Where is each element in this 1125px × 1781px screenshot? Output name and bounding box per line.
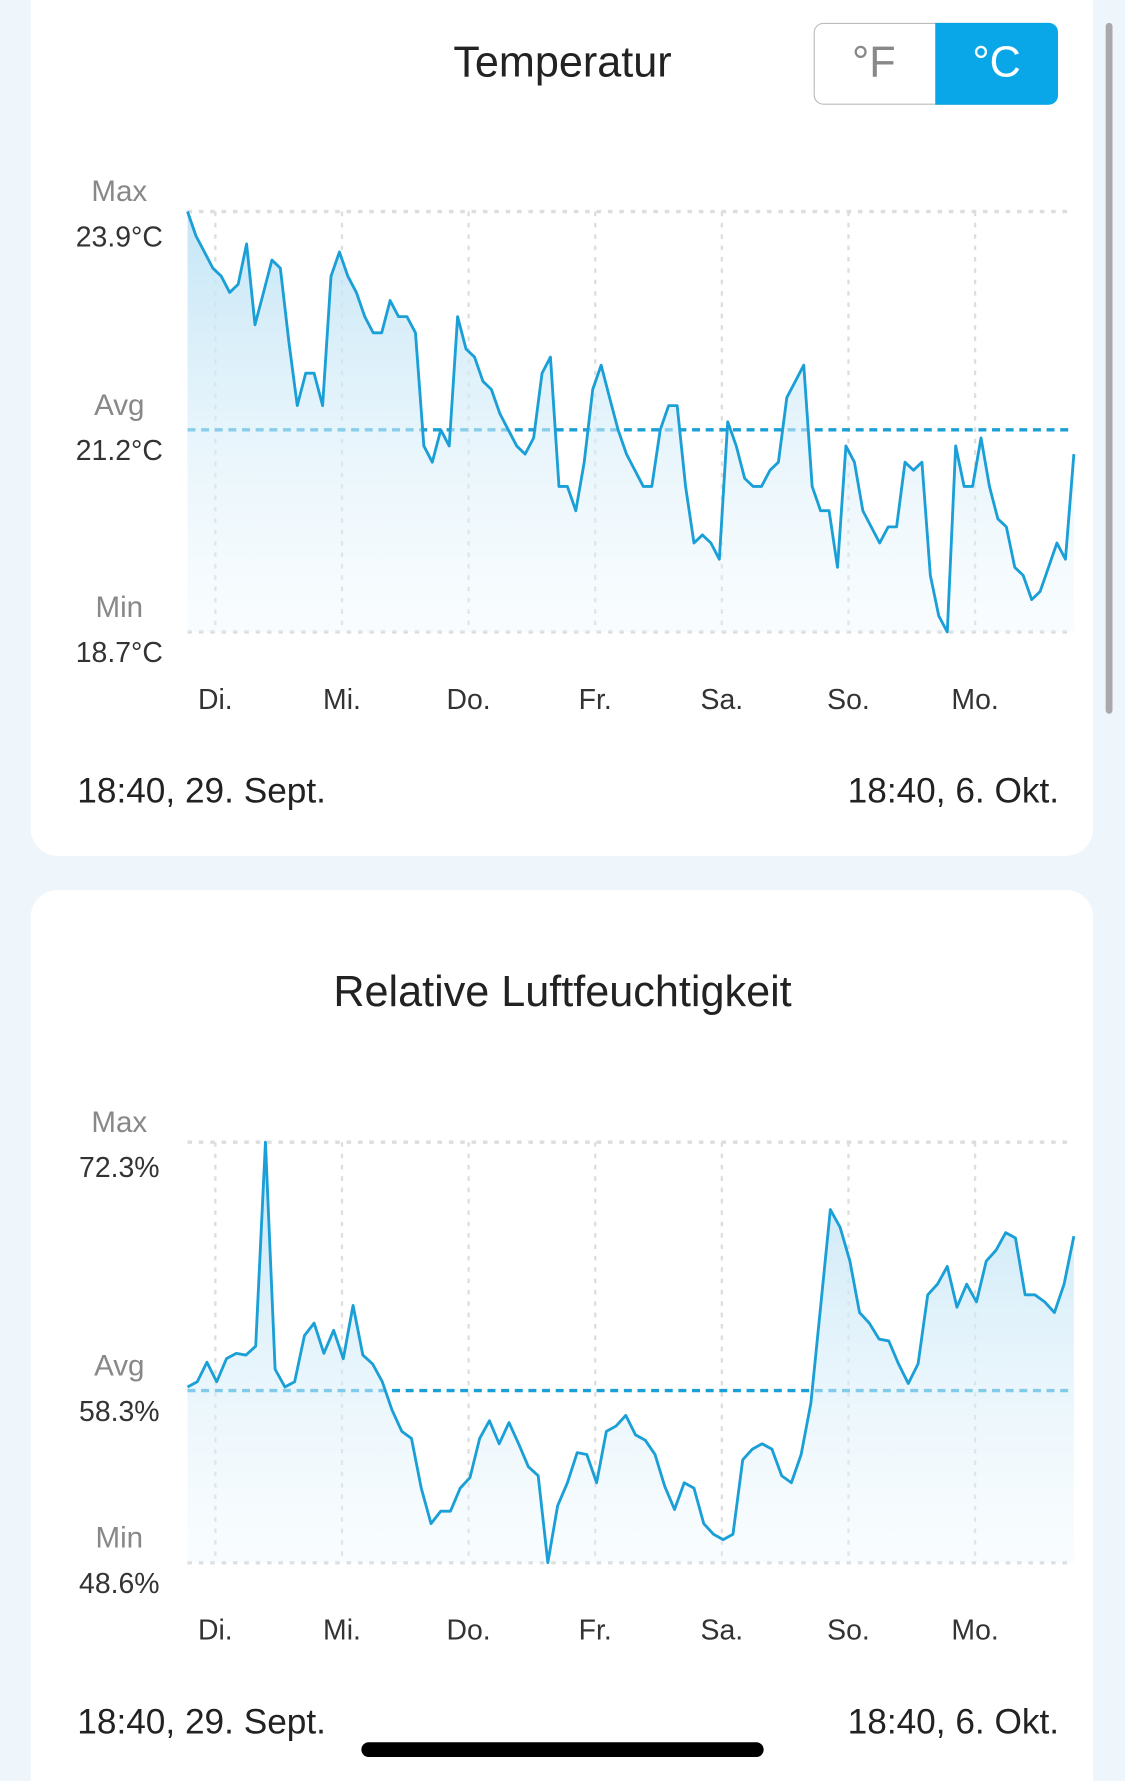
y-tick-name: Min [96,1522,144,1555]
toggle-option[interactable]: °F [852,38,896,86]
y-tick-name: Avg [94,1350,144,1383]
toggle-option[interactable]: °C [972,38,1020,86]
scrollbar [1105,22,1113,714]
x-tick-label: Do. [447,684,491,716]
x-tick-label: Mi. [323,684,361,716]
x-tick-label: Mo. [951,1614,998,1646]
x-tick-label: Fr. [579,1614,612,1646]
x-tick-label: Sa. [701,684,744,716]
line [186,211,1076,634]
y-tick-name: Max [91,1106,147,1139]
x-tick-label: Fr. [579,684,612,716]
x-tick-label: Do. [447,1614,491,1646]
end-label: 18:40, 6. Okt. [848,1702,1059,1741]
y-tick-label: 23.9°C [76,221,163,253]
y-tick-label: 58.3% [79,1396,160,1428]
area [187,211,1074,632]
y-tick-label: 18.7°C [76,637,163,669]
x-tick-label: Mi. [323,1614,361,1646]
x-tick-label: Mo. [951,684,998,716]
x-tick-label: Di. [198,1614,233,1646]
x-tick-label: So. [827,1614,870,1646]
y-tick-label: 21.2°C [76,435,163,467]
area [187,1142,1074,1563]
chart-title: Temperatur [453,38,671,86]
toggle-active[interactable] [935,22,1058,105]
y-tick-label: 48.6% [79,1568,160,1600]
start-label: 18:40, 29. Sept. [77,1702,326,1741]
chart-title: Relative Luftfeuchtigkeit [333,968,791,1016]
x-tick-label: So. [827,684,870,716]
y-tick-name: Avg [94,389,144,422]
end-label: 18:40, 6. Okt. [848,772,1059,811]
line [186,1140,1076,1565]
y-tick-name: Max [91,175,147,208]
x-tick-label: Di. [198,684,233,716]
start-label: 18:40, 29. Sept. [77,772,326,811]
x-tick-label: Sa. [701,1614,744,1646]
home-indicator [361,1742,764,1757]
y-tick-name: Min [96,591,144,624]
y-tick-label: 72.3% [79,1152,160,1184]
unit-toggle[interactable]: °F °C [813,22,1058,105]
card [30,0,1094,856]
